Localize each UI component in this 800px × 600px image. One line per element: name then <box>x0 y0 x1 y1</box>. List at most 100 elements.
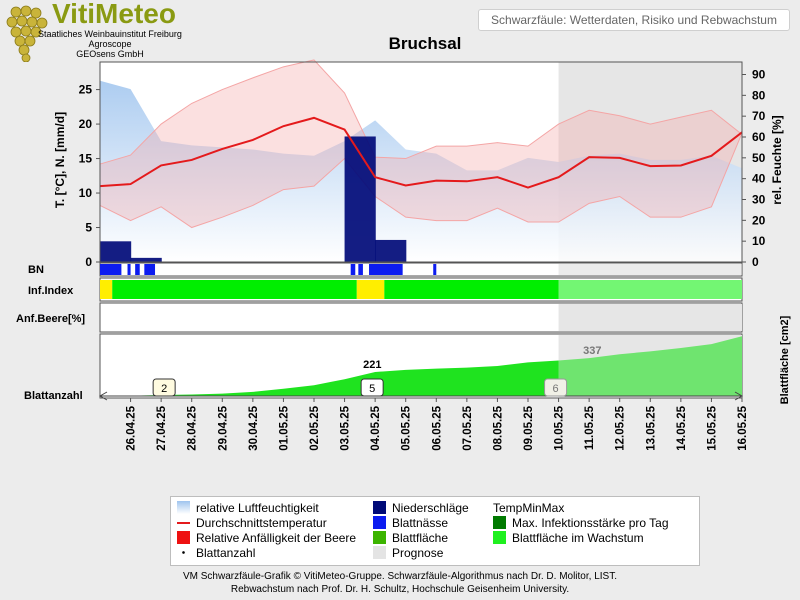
x-tick-label: 30.04.25 <box>248 405 260 450</box>
berry-row-label: Anf.Beere[%] <box>16 313 85 325</box>
x-tick-label: 26.04.25 <box>126 405 138 450</box>
forecast-shade-bn <box>558 264 742 275</box>
org-line-1: Staatliches Weinbauinstitut Freiburg <box>38 29 182 39</box>
max-infection-swatch-icon <box>493 516 506 529</box>
legend-item-max-infection: Max. Infektionsstärke pro Tag <box>493 515 669 530</box>
legend-item-humidity: relative Luftfeuchtigkeit <box>177 500 319 515</box>
x-tick-label: 10.05.25 <box>554 405 566 450</box>
x-tick-label: 29.04.25 <box>217 405 229 450</box>
precipitation-bar <box>375 239 407 262</box>
y-right-axis-label: rel. Feuchte [%] <box>770 115 784 204</box>
footer-line-1: VM Schwarzfäule-Grafik © VitiMeteo-Grupp… <box>182 571 617 582</box>
y-left-tick-label: 25 <box>79 83 93 97</box>
x-tick-label: 02.05.25 <box>309 405 321 450</box>
leaf-count-box <box>544 378 568 397</box>
precipitation-bar <box>130 257 162 262</box>
forecast-swatch-icon <box>373 546 386 559</box>
arrow-right-icon <box>734 391 744 401</box>
red-line-swatch-icon <box>177 521 190 524</box>
legend-item-berry: Relative Anfälligkeit der Beere <box>177 530 356 545</box>
leaf-wetness-bar <box>358 264 363 275</box>
logo-grapes-icon <box>2 2 52 63</box>
infection-row-label: Inf.Index <box>28 285 74 297</box>
y-left-tick-label: 20 <box>79 117 93 131</box>
x-tick-label: 15.05.25 <box>706 405 718 450</box>
infection-segment <box>112 280 357 299</box>
y-right-tick-label: 90 <box>752 68 766 82</box>
leaf-count-row-label: Blattanzahl <box>24 390 83 402</box>
leaf-wetness-bar <box>433 264 437 275</box>
precipitation-bar <box>100 241 132 262</box>
legend-item-leaf-area: Blattfläche <box>373 530 448 545</box>
y-right-tick-label: 0 <box>752 255 759 269</box>
legend-item-precipitation: Niederschläge <box>373 500 469 515</box>
y-left-tick-label: 0 <box>85 255 92 269</box>
infection-segment <box>384 280 559 299</box>
chart-legend: relative Luftfeuchtigkeit Niederschläge … <box>170 496 700 566</box>
org-line-3: GEOsens GmbH <box>76 49 144 59</box>
humidity-swatch-icon <box>177 501 190 514</box>
leaf-area-observed <box>100 360 559 396</box>
y-right-tick-label: 80 <box>752 88 766 102</box>
leaf-count-label: 2 <box>161 383 167 395</box>
leaf-wetness-row-label: BN <box>28 264 44 276</box>
x-tick-label: 08.05.25 <box>492 405 504 450</box>
mean-temperature-line <box>99 116 743 189</box>
y-right-tick-label: 60 <box>752 130 766 144</box>
x-tick-label: 05.05.25 <box>401 405 413 450</box>
y-right-tick-label: 20 <box>752 213 766 227</box>
forecast-shade-infection <box>558 280 742 299</box>
legend-item-mean-temp: Durchschnittstemperatur <box>177 515 327 530</box>
dot-swatch-icon <box>177 546 190 559</box>
x-tick-label: 06.05.25 <box>431 405 443 450</box>
leaf-wetness-bar <box>350 264 356 275</box>
leaf-count-box <box>360 378 384 397</box>
leaf-wetness-bar <box>369 264 403 275</box>
y-right-tick-label: 70 <box>752 109 766 123</box>
infection-segment <box>100 280 113 299</box>
y-right-tick-label: 10 <box>752 234 766 248</box>
legend-item-leaf-count: Blattanzahl <box>177 545 255 560</box>
leaf-area-swatch-icon <box>373 531 386 544</box>
precipitation-bar <box>344 136 376 262</box>
main-plot-frame <box>99 61 743 263</box>
x-tick-label: 01.05.25 <box>278 405 290 450</box>
x-tick-label: 28.04.25 <box>187 405 199 450</box>
x-tick-label: 27.04.25 <box>156 405 168 450</box>
x-tick-label: 04.05.25 <box>370 405 382 450</box>
x-tick-label: 09.05.25 <box>523 405 535 450</box>
leaf-growth-swatch-icon <box>493 531 506 544</box>
x-tick-label: 11.05.25 <box>584 405 596 450</box>
y-left-axis-label: T. [°C], N. [mm/d] <box>53 112 67 208</box>
leaf-wetness-bar <box>100 264 122 275</box>
leaf-wetness-bar <box>127 264 131 275</box>
arrow-left-icon <box>98 391 108 401</box>
y-left-tick-label: 5 <box>85 221 92 235</box>
infection-segment <box>356 280 385 299</box>
y-right-tick-label: 30 <box>752 193 766 207</box>
legend-item-forecast: Prognose <box>373 545 443 560</box>
y-right-tick-label: 40 <box>752 172 766 186</box>
leaf-area-axis-label: Blattfläche [cm2] <box>779 315 791 404</box>
x-tick-label: 16.05.25 <box>737 405 749 450</box>
leaf-count-label: 6 <box>553 383 559 395</box>
y-left-tick-label: 15 <box>79 152 93 166</box>
legend-item-leaf-growth: Blattfläche im Wachstum <box>493 530 644 545</box>
legend-item-leaf-wetness: Blattnässe <box>373 515 448 530</box>
x-tick-label: 07.05.25 <box>462 405 474 450</box>
leaf-count-label: 5 <box>369 383 375 395</box>
footer-line-2: Rebwachstum nach Prof. Dr. H. Schultz, H… <box>230 584 570 595</box>
station-title: Bruchsal <box>388 34 462 53</box>
x-tick-label: 12.05.25 <box>615 405 627 450</box>
leaf-wetness-bar <box>135 264 140 275</box>
footer-credits: VM Schwarzfäule-Grafik © VitiMeteo-Grupp… <box>0 570 800 596</box>
x-tick-label: 14.05.25 <box>676 405 688 450</box>
leaf-wetness-swatch-icon <box>373 516 386 529</box>
legend-item-tempminmax: TempMinMax <box>493 500 565 515</box>
leaf-area-annotation: 337 <box>583 345 601 357</box>
leaf-wetness-bar <box>144 264 156 275</box>
berry-swatch-icon <box>177 531 190 544</box>
y-left-tick-label: 10 <box>79 186 93 200</box>
x-tick-label: 13.05.25 <box>645 405 657 450</box>
